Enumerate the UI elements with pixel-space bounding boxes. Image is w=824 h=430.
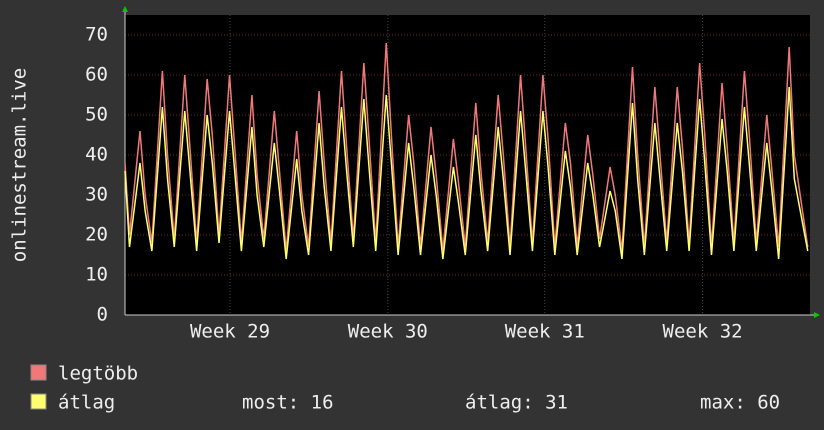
- stat: átlag: 31: [465, 392, 568, 414]
- x-tick-label: Week 29: [190, 321, 270, 343]
- stat: most: 16: [242, 392, 334, 414]
- legend-swatch: [30, 364, 47, 381]
- series-line: [124, 42, 809, 252]
- legend-label: átlag: [58, 392, 115, 414]
- x-tick-label: Week 32: [663, 321, 743, 343]
- y-tick-label: 0: [97, 304, 108, 326]
- x-tick-label: Week 31: [505, 321, 585, 343]
- legend-swatch: [30, 393, 47, 410]
- stat: max: 60: [700, 392, 780, 414]
- y-tick-label: 10: [85, 264, 108, 286]
- legend-label: legtöbb: [58, 363, 138, 385]
- y-tick-label: 40: [85, 144, 108, 166]
- series-line: [124, 86, 809, 260]
- plot-area: [125, 15, 810, 315]
- y-tick-label: 50: [85, 104, 108, 126]
- y-tick-label: 60: [85, 64, 108, 86]
- y-tick-label: 30: [85, 184, 108, 206]
- y-axis-label: onlinestream.live: [9, 68, 31, 262]
- axis-arrows: [122, 6, 820, 318]
- y-tick-label: 70: [85, 24, 108, 46]
- y-tick-label: 20: [85, 224, 108, 246]
- legend: legtöbb átlag most: 16 átlag: 31 max: 60: [30, 363, 780, 414]
- x-tick-label: Week 30: [348, 321, 428, 343]
